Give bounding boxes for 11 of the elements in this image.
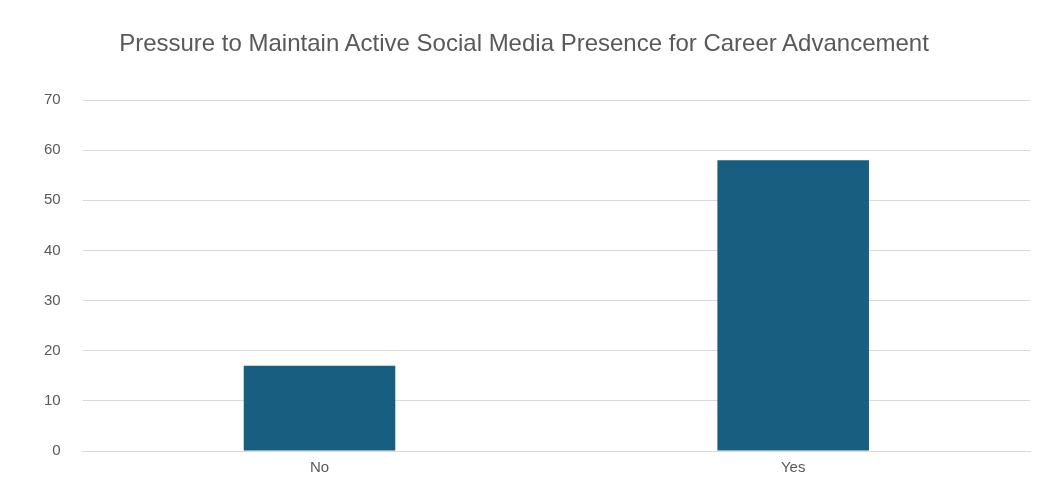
y-tick-label: 30 bbox=[44, 290, 61, 308]
y-tick-label: 50 bbox=[44, 190, 61, 208]
y-tick-label: 20 bbox=[44, 340, 61, 358]
y-tick-label: 40 bbox=[44, 240, 61, 258]
y-tick-label: 70 bbox=[44, 90, 61, 108]
x-tick-label: Yes bbox=[780, 458, 806, 476]
chart-title: Pressure to Maintain Active Social Media Presence for Career Advancement bbox=[119, 28, 929, 58]
y-tick-label: 0 bbox=[52, 441, 61, 459]
y-tick-label: 60 bbox=[44, 140, 61, 158]
x-tick-label: No bbox=[309, 458, 330, 476]
y-tick-label: 10 bbox=[44, 391, 61, 408]
